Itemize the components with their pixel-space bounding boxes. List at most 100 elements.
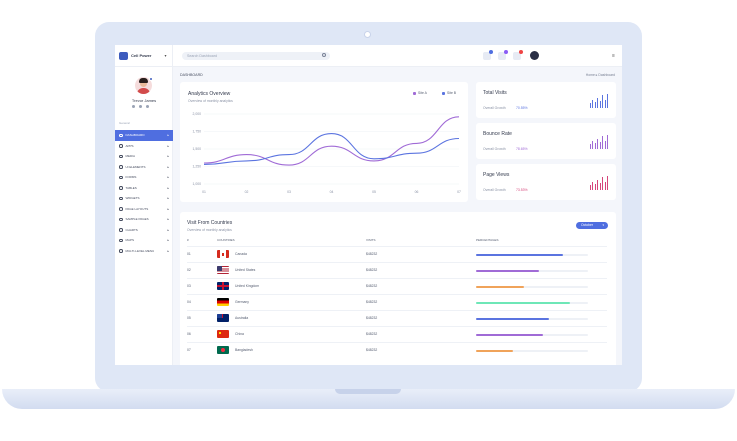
progress-fill [476,350,513,352]
y-tick-label: 1,250 [193,165,202,169]
row-num: 03 [187,284,191,288]
table-row[interactable]: 02 United States $48232 [187,262,607,278]
x-tick-label: 05 [372,190,376,194]
progress-bar [476,318,588,320]
stat-mini-bar-chart [590,94,608,108]
month-select[interactable]: October ▾ [576,222,608,229]
progress-fill [476,334,544,336]
sidebar-item-label: DASHBOARD [125,133,145,138]
stat-value: 73.53% [516,188,528,192]
sidebar-item-maps[interactable]: MAPS ▸ [115,235,173,246]
bell-icon[interactable] [513,50,523,60]
dashboard-screen: Cell Power ▾ Search Dashboard ≡ Trevor J… [115,45,622,365]
profile-avatar[interactable] [530,51,539,60]
y-tick-label: 2,000 [193,112,202,116]
countries-card: Visit From Countries Overview of monthly… [180,212,616,365]
sidebar-item-label: UI ELEMENTS [125,164,146,169]
stat-mini-bar-chart [590,176,608,190]
online-status-dot [149,77,153,81]
cart-icon[interactable] [498,50,508,60]
laptop-base-notch [335,389,401,394]
brand[interactable]: Cell Power ▾ [115,45,173,67]
settings-icon[interactable] [132,105,135,108]
sidebar-item-label: TABLES [125,185,137,190]
sidebar-item-label: WIDGETS [125,196,140,201]
chevron-right-icon: ▸ [167,248,169,253]
legend-swatch [442,91,445,95]
countries-subtitle: Overview of monthly analytics [187,228,232,232]
legend-label: Site A [418,91,427,95]
uk-flag-icon [217,282,229,290]
main-content: DASHBOARD Home ▸ Dashboard Analytics Ove… [173,67,622,365]
mini-bar [592,182,594,190]
mini-bar [594,102,596,108]
header-country: COUNTRIES [217,238,235,242]
message-icon[interactable] [483,50,493,60]
table-row[interactable]: 06 China $48232 [187,326,607,342]
laptop-camera [364,31,371,38]
power-icon[interactable] [146,105,149,108]
mini-bar [590,144,591,149]
stat-card: Total Visits Overall Growth 70.55% [476,82,616,118]
sidebar-item-dashboard[interactable]: DASHBOARD ▸ [115,130,173,141]
mini-bar [604,181,606,190]
sidebar: Trevor James General DASHBOARD ▸ APPS ▸ MEDI… [115,67,173,365]
sidebar-item-ui-elements[interactable]: UI ELEMENTS ▸ [115,162,173,173]
search-input[interactable]: Search Dashboard [182,52,330,60]
row-country: Canada [235,252,247,256]
mini-bar [604,140,606,149]
mini-bar [607,135,608,149]
progress-fill [476,302,571,304]
chevron-right-icon: ▸ [167,185,169,190]
sidebar-section-label: General [119,121,130,125]
chevron-right-icon: ▸ [167,227,169,232]
row-country: Germany [235,300,249,304]
row-num: 05 [187,316,191,320]
countries-title: Visit From Countries [187,220,233,226]
table-row[interactable]: 03 United Kingdom $48232 [187,278,607,294]
breadcrumb[interactable]: Home ▸ Dashboard [585,73,615,77]
table-row[interactable]: 04 Germany $48232 [187,294,607,310]
sidebar-item-charts[interactable]: CHARTS ▸ [115,225,173,236]
row-country: China [235,332,244,336]
menu-icon[interactable]: ≡ [612,53,615,59]
x-tick-label: 04 [330,190,334,194]
table-row[interactable]: 05 Australia $48232 [187,310,607,326]
mini-bar [602,177,604,190]
analytics-subtitle: Overview of monthly analytics [188,99,233,103]
stat-value: 78.65% [516,147,528,151]
table-row[interactable]: 07 Bangladesh $48232 [187,342,607,358]
mail-icon[interactable] [139,105,142,108]
row-num: 02 [187,268,191,272]
row-num: 07 [187,348,191,352]
search-icon[interactable] [322,53,326,57]
mini-bar [592,100,594,108]
sidebar-item-widgets[interactable]: WIDGETS ▸ [115,193,173,204]
nav-icon [119,217,123,221]
sidebar-item-forms[interactable]: FORMS ▸ [115,172,173,183]
stat-card: Bounce Rate Overall Growth 78.65% [476,123,616,159]
mini-bar [597,138,599,149]
legend-site-b: Site B [442,91,456,95]
sidebar-item-tables[interactable]: TABLES ▸ [115,183,173,194]
row-num: 01 [187,252,191,256]
notification-badge [489,50,493,54]
mini-bar [590,185,591,190]
avatar[interactable] [135,77,152,94]
sidebar-item-label: MEDIA [125,154,136,159]
x-tick-label: 07 [457,190,461,194]
sidebar-item-label: SAMPLE PAGES [125,217,149,222]
nav-icon [119,165,123,169]
sidebar-item-page-layouts[interactable]: PAGE LAYOUTS ▸ [115,204,173,215]
sidebar-item-apps[interactable]: APPS ▸ [115,141,173,152]
sidebar-item-multi-level-menu[interactable]: MULTI-LEVEL MENU ▸ [115,246,173,257]
topbar: Search Dashboard ≡ [173,45,622,67]
chevron-down-icon[interactable]: ▾ [164,53,167,58]
notification-badge [504,50,508,54]
sidebar-item-sample-pages[interactable]: SAMPLE PAGES ▸ [115,214,173,225]
sidebar-item-media[interactable]: MEDIA ▸ [115,151,173,162]
row-visits: $48232 [366,348,378,352]
chevron-right-icon: ▸ [167,154,169,159]
table-row[interactable]: 01 Canada $48232 [187,246,607,262]
nav-icon [119,144,123,148]
